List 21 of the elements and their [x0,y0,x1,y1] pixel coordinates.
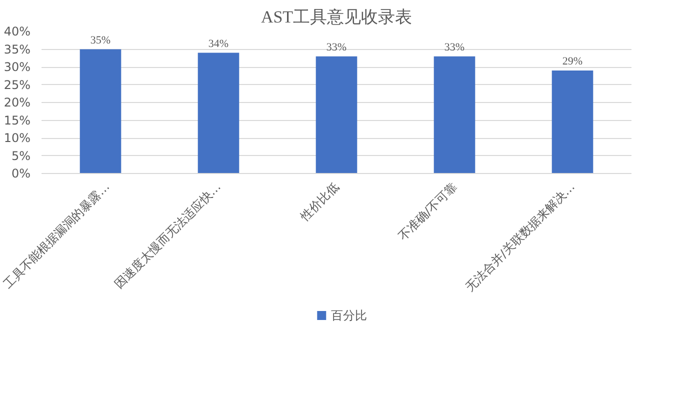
x-tick-label: 工具不能根据漏洞的暴露… [0,180,112,292]
x-tick-label: 因速度太慢而无法适应快… [112,180,224,292]
legend-label: 百分比 [330,308,367,322]
y-tick-label: 25% [4,78,30,92]
text: 35% [90,34,111,46]
x-tick-label: 性价比低 [296,180,342,224]
y-tick-label: 10% [4,131,30,145]
y-tick-label: 30% [4,60,30,74]
y-tick-label: 5% [11,148,31,163]
text: 33% [326,41,347,54]
text: 33% [444,41,465,54]
x-tick-label: 无法合并/关联数据来解决… [462,180,578,294]
text: 29% [562,56,583,68]
y-tick-label: 40% [4,24,30,38]
y-tick-label: 20% [4,96,30,110]
chart-title: AST工具意见收录表 [260,8,412,26]
x-tick-label: 不准确/不可靠 [396,180,460,244]
y-tick-label: 35% [4,42,30,56]
text: 34% [208,38,229,50]
y-tick-label: 0% [11,166,31,180]
y-tick-label: 15% [4,113,30,128]
